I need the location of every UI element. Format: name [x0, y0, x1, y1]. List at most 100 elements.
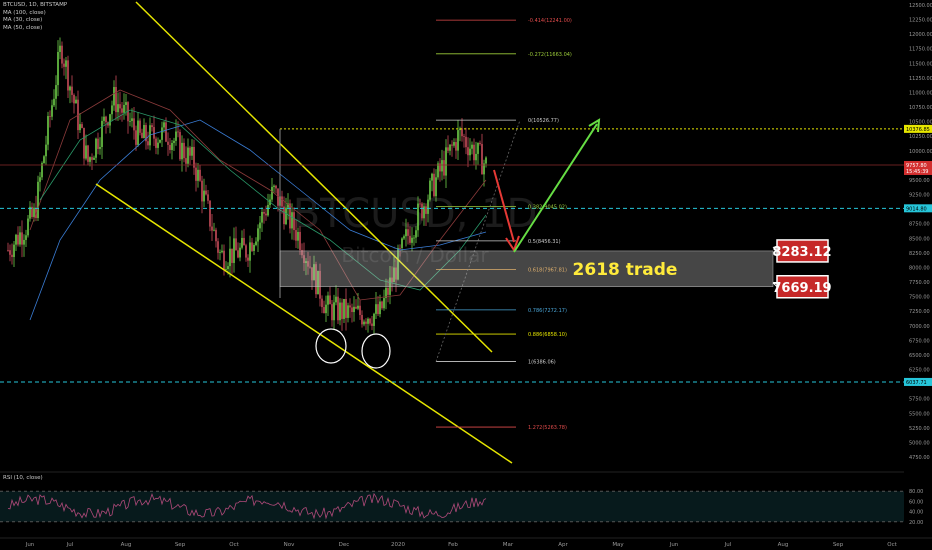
- candle: [369, 318, 371, 324]
- candle: [471, 144, 473, 149]
- x-tick-1: Jul: [66, 542, 74, 548]
- candle: [389, 277, 391, 295]
- candle: [295, 230, 297, 241]
- bottom-circle-1: [315, 328, 347, 364]
- candle: [343, 298, 345, 319]
- candle: [301, 250, 303, 256]
- resistance-price-tag-bg: [904, 124, 932, 133]
- candle: [173, 140, 175, 143]
- candle: [407, 229, 409, 236]
- candle: [63, 63, 65, 67]
- candle: [151, 125, 153, 128]
- candle: [117, 104, 119, 113]
- candle: [37, 181, 39, 219]
- fib-label-3: 0.382(9045.02): [528, 205, 567, 211]
- candle: [387, 287, 389, 295]
- candle: [81, 124, 83, 128]
- x-tick-7: 2020: [391, 542, 405, 548]
- candle: [195, 167, 197, 181]
- candle: [179, 132, 181, 160]
- channel-upper-line: [135, 1, 493, 353]
- x-tick-13: Jul: [724, 542, 732, 548]
- candle: [7, 249, 9, 251]
- candle: [43, 156, 45, 164]
- candle: [215, 229, 217, 242]
- candle: [467, 147, 469, 156]
- candle: [323, 307, 325, 314]
- candle: [273, 185, 275, 187]
- candle: [313, 264, 315, 281]
- candle: [445, 147, 447, 176]
- price-tick-22: 7000.00: [909, 324, 930, 330]
- candle: [223, 250, 225, 270]
- candle: [253, 244, 255, 251]
- candle: [123, 104, 125, 113]
- candle: [15, 234, 17, 245]
- candle: [83, 127, 85, 159]
- candle: [465, 136, 467, 148]
- candle: [443, 160, 445, 176]
- candle: [125, 102, 127, 105]
- candle: [479, 142, 481, 144]
- candle: [287, 203, 289, 208]
- fib-label-1: -0.272(11663.04): [528, 52, 572, 58]
- candle: [271, 186, 273, 200]
- candle: [461, 128, 463, 137]
- candle: [423, 206, 425, 219]
- candle: [91, 157, 93, 160]
- candle: [153, 127, 155, 139]
- candle: [111, 105, 113, 115]
- candle: [347, 305, 349, 318]
- price-tick-20: 7500.00: [909, 295, 930, 301]
- candle: [129, 120, 131, 122]
- candle: [327, 295, 329, 305]
- candle: [229, 248, 231, 267]
- candle: [197, 169, 199, 181]
- candle: [139, 120, 141, 133]
- candle: [245, 245, 247, 258]
- candle: [53, 98, 55, 106]
- candle: [119, 104, 121, 109]
- candle: [227, 266, 229, 270]
- candle: [143, 125, 145, 139]
- candle: [207, 194, 209, 201]
- x-tick-11: May: [612, 542, 624, 548]
- candle: [61, 45, 63, 64]
- candle: [109, 114, 111, 126]
- candle: [67, 60, 69, 91]
- down-arrow-head: [505, 235, 520, 253]
- candle: [291, 212, 293, 229]
- candle: [455, 142, 457, 151]
- candle: [417, 203, 419, 231]
- price-tick-3: 11750.00: [909, 47, 932, 53]
- candle: [457, 130, 459, 151]
- x-tick-3: Sep: [175, 542, 186, 548]
- rsi-tick-3: 20.00: [909, 520, 923, 526]
- price-tick-16: 8500.00: [909, 236, 930, 242]
- candle: [19, 232, 21, 245]
- candle: [97, 138, 99, 149]
- price-tick-29: 5250.00: [909, 426, 930, 432]
- candle: [351, 307, 353, 313]
- candle: [415, 230, 417, 238]
- countdown-tag: 15:45:39: [906, 169, 928, 175]
- watermark-name: Bitcoin / Dollar: [341, 243, 489, 267]
- bottom-circle-2: [361, 333, 391, 369]
- fib-label-4: 0.5(8456.31): [528, 239, 561, 245]
- candle: [325, 304, 327, 314]
- indicator-ma50: MA (50, close): [3, 24, 43, 31]
- watermark-ticker: BTCUSD, 1D: [293, 191, 538, 237]
- candle: [191, 146, 193, 156]
- price-tick-6: 11000.00: [909, 90, 932, 96]
- candle: [121, 108, 123, 113]
- x-tick-5: Nov: [284, 542, 295, 548]
- candle: [205, 190, 207, 195]
- candle: [299, 231, 301, 251]
- candle: [441, 160, 443, 172]
- candle: [377, 304, 379, 315]
- candle: [165, 122, 167, 142]
- candle: [293, 212, 295, 231]
- rsi-band: [0, 491, 904, 522]
- candle: [297, 231, 299, 241]
